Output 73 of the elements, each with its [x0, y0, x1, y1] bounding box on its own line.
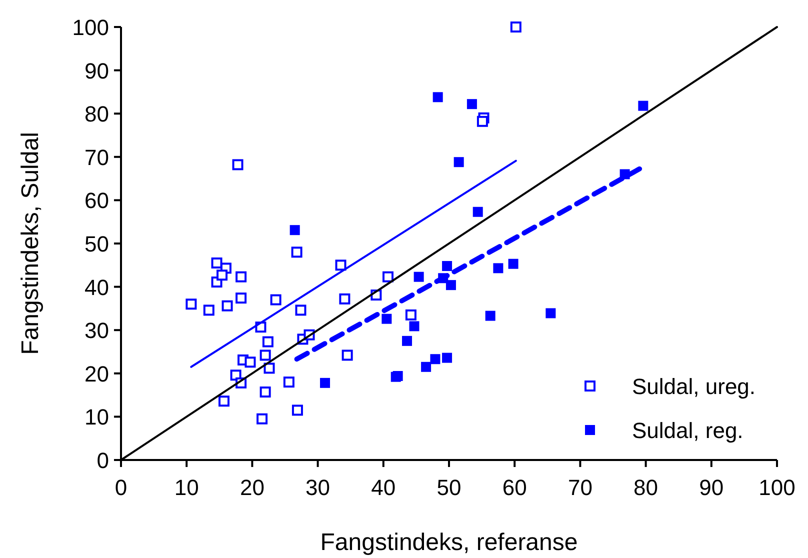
point — [232, 159, 244, 170]
point — [292, 404, 303, 416]
x-tick-label: 100 — [758, 475, 796, 500]
point — [472, 206, 483, 217]
point — [262, 336, 274, 348]
point — [222, 300, 233, 312]
point — [342, 350, 353, 361]
point — [203, 304, 214, 316]
x-tick-label: 80 — [634, 475, 658, 500]
x-tick-label: 0 — [114, 475, 128, 500]
point — [186, 298, 197, 310]
point — [446, 280, 456, 290]
legend-label: Suldal, reg. — [632, 418, 744, 443]
point — [339, 293, 350, 304]
x-axis-title: Fangstindeks, referanse — [320, 529, 578, 556]
y-tick-label: 0 — [96, 448, 109, 473]
y-tick-label: 80 — [84, 102, 109, 127]
y-tick-label: 30 — [84, 318, 109, 344]
point — [335, 260, 346, 271]
x-tick-label: 50 — [436, 475, 462, 500]
x-tick-label: 10 — [174, 475, 199, 500]
point — [236, 292, 247, 304]
y-tick-label: 20 — [84, 361, 109, 386]
point — [485, 310, 496, 321]
y-tick-label: 90 — [84, 58, 109, 84]
point — [414, 272, 424, 282]
y-axis-title: Fangstindeks, Suldal — [17, 132, 44, 355]
y-tick-label: 10 — [84, 404, 109, 430]
legend-label: Suldal, ureg. — [632, 374, 756, 399]
x-tick-label: 90 — [699, 475, 724, 500]
point — [320, 378, 330, 388]
point — [290, 225, 300, 236]
point — [244, 356, 256, 368]
point — [638, 100, 648, 111]
point — [476, 116, 488, 127]
point — [260, 350, 271, 361]
x-tick-label: 30 — [306, 475, 330, 500]
point — [405, 309, 416, 320]
point — [256, 413, 268, 424]
point — [466, 99, 477, 110]
point — [218, 396, 230, 407]
point — [382, 314, 392, 324]
point — [402, 336, 412, 346]
point — [409, 321, 420, 332]
y-tick-label: 60 — [84, 188, 109, 214]
point — [216, 270, 228, 281]
point — [295, 304, 306, 316]
point — [508, 258, 518, 269]
y-tick-label: 40 — [84, 274, 109, 300]
point — [211, 257, 222, 268]
x-tick-label: 70 — [568, 475, 592, 500]
y-tick-label: 50 — [84, 232, 109, 256]
point — [283, 376, 294, 388]
x-tick-label: 60 — [502, 475, 527, 500]
point — [432, 92, 443, 102]
point — [270, 294, 282, 306]
y-tick-label: 100 — [72, 15, 109, 40]
x-tick-label: 20 — [240, 475, 264, 500]
point — [442, 261, 452, 272]
point — [291, 246, 302, 258]
point — [454, 157, 464, 168]
point — [264, 362, 275, 374]
point — [260, 386, 271, 398]
point — [493, 263, 504, 274]
point — [236, 271, 247, 282]
point — [442, 352, 452, 363]
y-tick-label: 70 — [84, 144, 109, 170]
x-tick-label: 40 — [371, 475, 396, 500]
point — [430, 354, 440, 364]
point — [421, 362, 432, 372]
point — [510, 22, 522, 32]
point — [546, 308, 556, 318]
point — [382, 271, 394, 282]
